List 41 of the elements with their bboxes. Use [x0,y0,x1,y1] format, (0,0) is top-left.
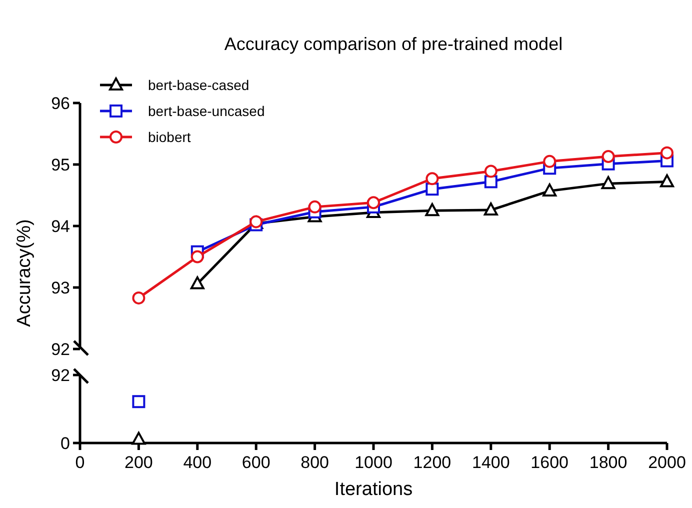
y-tick-label: 95 [51,155,70,174]
point [190,276,204,290]
legend-label: bert-base-cased [148,76,250,93]
point [484,202,498,216]
point [308,200,322,214]
x-tick-label: 1000 [354,453,392,472]
y-axis-title: Accuracy(%) [14,219,35,327]
x-tick-label: 800 [300,453,329,472]
point [660,174,674,188]
x-tick-label: 600 [242,453,270,472]
point [484,164,498,178]
y-tick-label: 92 [51,340,70,359]
point [602,150,615,164]
x-tick-label: 400 [183,453,212,472]
x-tick-label: 0 [75,453,85,472]
point [190,250,204,264]
y-tick-label: 0 [60,434,70,453]
point [601,176,616,190]
y-tick-label: 92 [51,366,70,385]
x-tick-label: 1200 [413,453,452,472]
point [426,182,439,196]
legend-label: bert-base-uncased [148,102,265,119]
x-tick-label: 1800 [589,453,628,472]
point [426,172,439,186]
y-tick-label: 94 [51,216,70,236]
y-tick-label: 96 [51,94,70,113]
x-tick-label: 200 [124,453,153,472]
point [367,196,380,210]
point [425,203,440,216]
x-tick-label: 1600 [530,453,569,472]
point [132,291,146,304]
point [542,183,557,196]
point [484,175,498,188]
x-tick-label: 2000 [648,453,686,472]
chart-title: Accuracy comparison of pre-trained model [224,34,563,54]
x-tick-label: 1400 [472,453,510,472]
y-tick-label: 93 [51,278,70,298]
point [660,146,674,160]
x-axis-title: Iterations [334,479,413,500]
point [543,154,556,168]
legend-label: biobert [148,128,191,145]
